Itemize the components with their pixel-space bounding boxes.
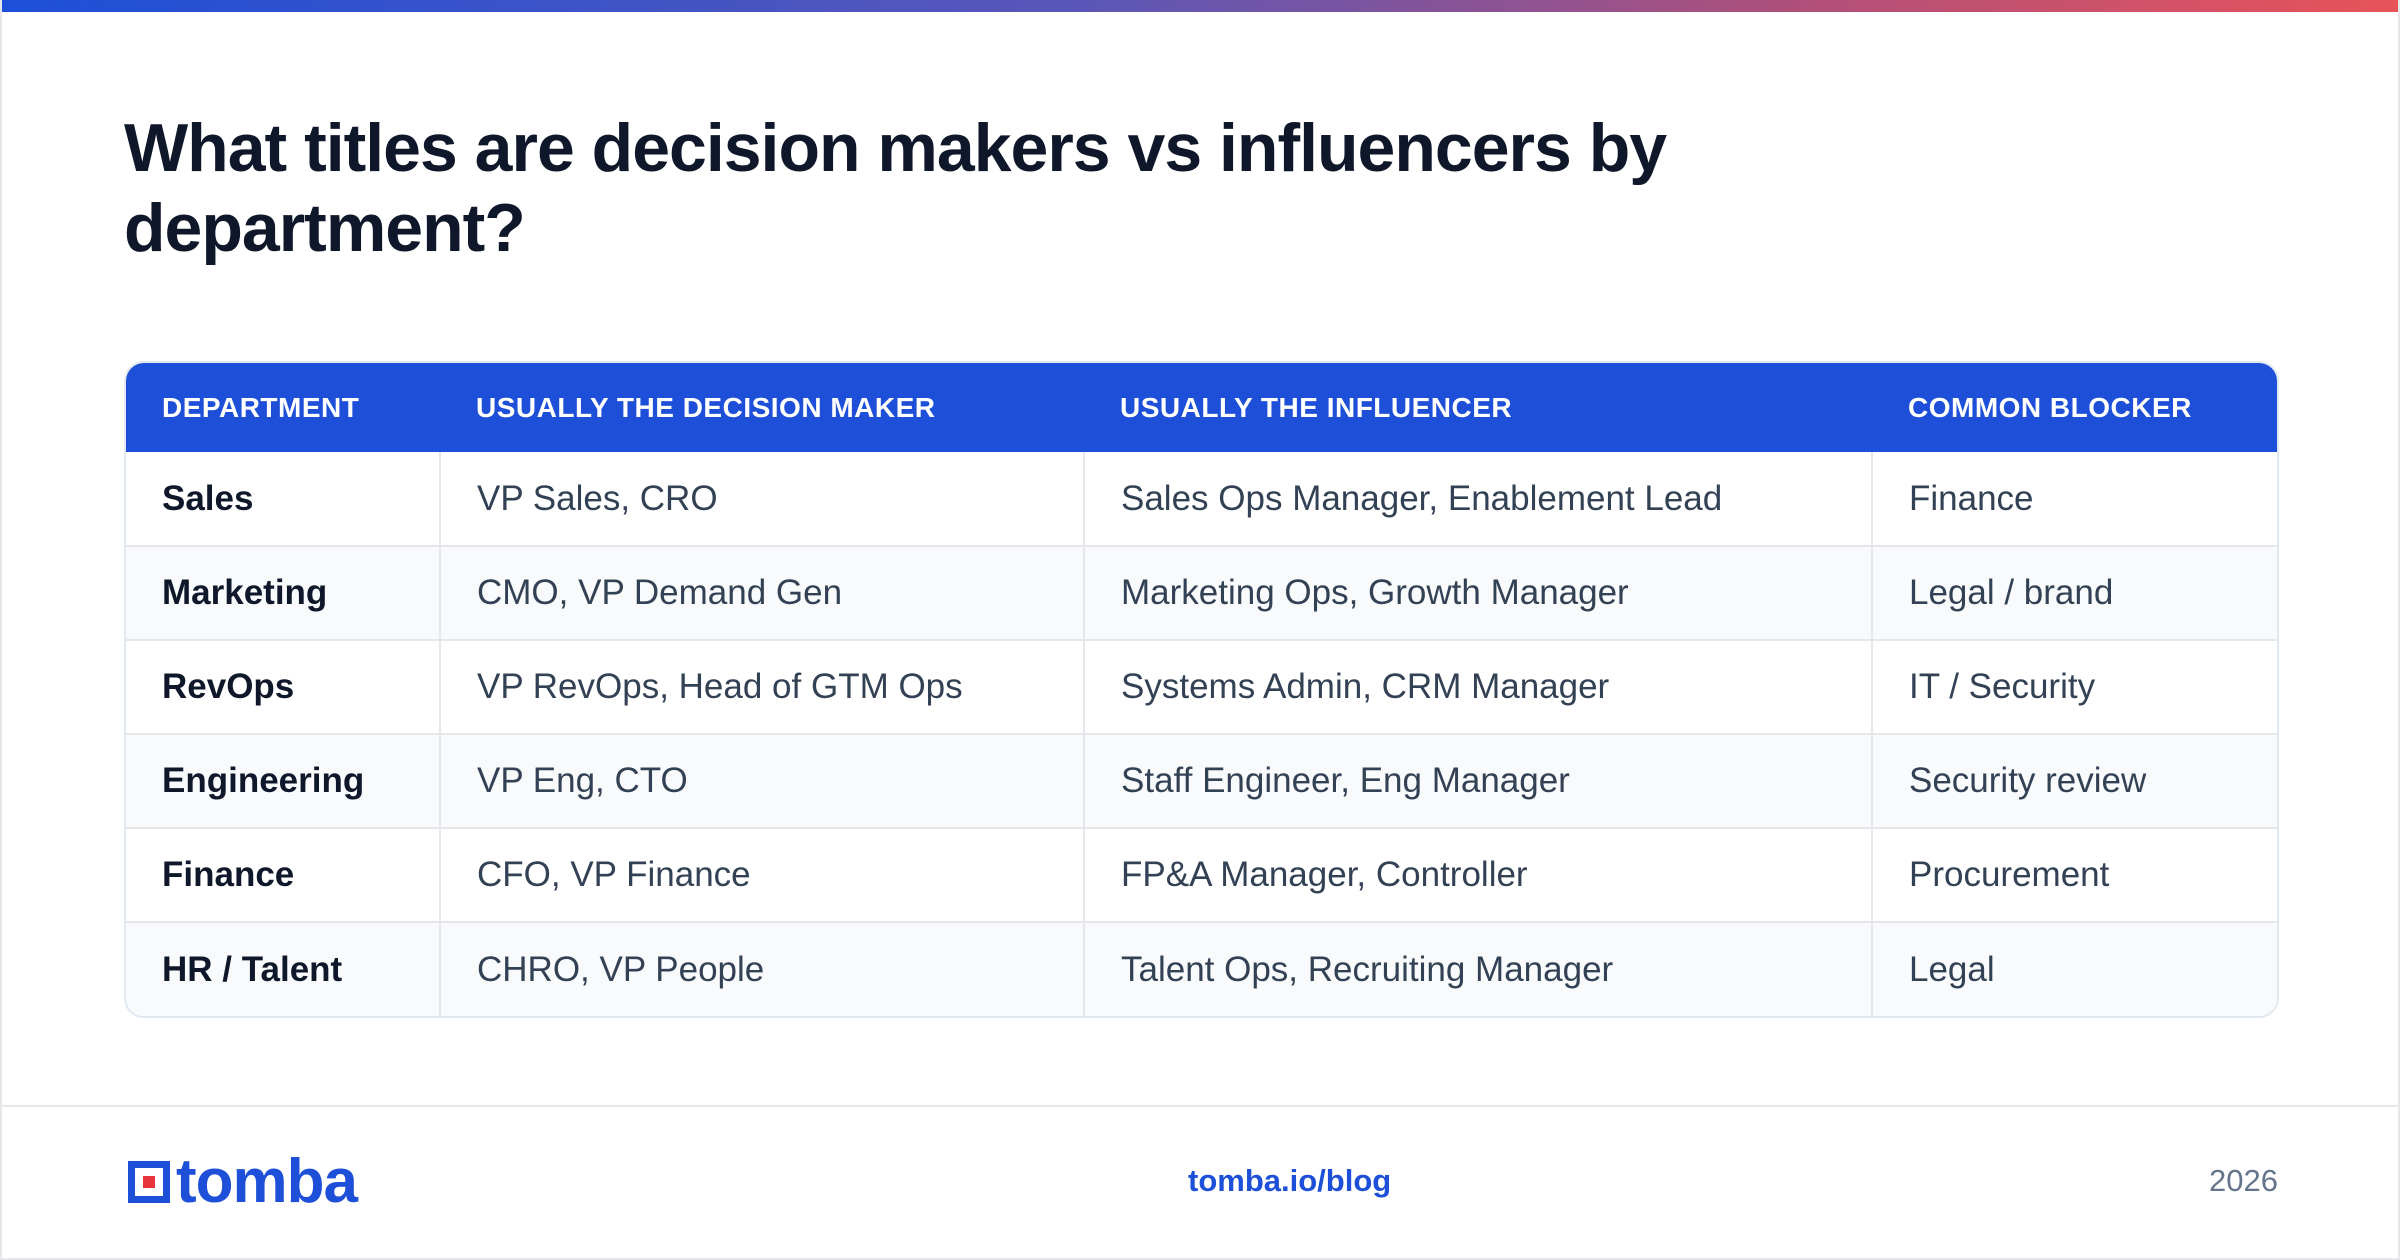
table-row: RevOps VP RevOps, Head of GTM Ops System… bbox=[126, 640, 2277, 734]
blog-link[interactable]: tomba.io/blog bbox=[1188, 1163, 1392, 1198]
table-row: Engineering VP Eng, CTO Staff Engineer, … bbox=[126, 734, 2277, 828]
cell-department: HR / Talent bbox=[162, 949, 343, 989]
cell-department: RevOps bbox=[162, 667, 295, 706]
cell-common-blocker: IT / Security bbox=[1871, 640, 2277, 734]
cell-decision-maker: CFO, VP Finance bbox=[439, 828, 1084, 922]
footer-divider bbox=[2, 1105, 2398, 1107]
table-row: Finance CFO, VP Finance FP&A Manager, Co… bbox=[126, 828, 2277, 922]
cell-common-blocker: Legal / brand bbox=[1871, 546, 2277, 640]
cell-decision-maker: VP Sales, CRO bbox=[439, 452, 1084, 546]
footer-year: 2026 bbox=[2209, 1163, 2278, 1198]
table-row: Sales VP Sales, CRO Sales Ops Manager, E… bbox=[126, 452, 2277, 546]
logo-wordmark: tomba bbox=[176, 1147, 358, 1216]
cell-common-blocker: Procurement bbox=[1871, 828, 2277, 922]
cell-department: Marketing bbox=[162, 573, 328, 612]
cell-department: Finance bbox=[162, 855, 295, 894]
cell-influencer: Marketing Ops, Growth Manager bbox=[1083, 546, 1872, 640]
cell-department: Sales bbox=[162, 478, 254, 518]
cell-influencer: FP&A Manager, Controller bbox=[1083, 828, 1872, 922]
table-row: HR / Talent CHRO, VP People Talent Ops, … bbox=[126, 922, 2277, 1016]
cell-influencer: Sales Ops Manager, Enablement Lead bbox=[1083, 452, 1872, 546]
roles-table: DEPARTMENT USUALLY THE DECISION MAKER US… bbox=[126, 363, 2277, 1016]
cell-common-blocker: Legal bbox=[1871, 922, 2277, 1016]
table-row: Marketing CMO, VP Demand Gen Marketing O… bbox=[126, 546, 2277, 640]
table-header: DEPARTMENT USUALLY THE DECISION MAKER US… bbox=[126, 363, 2277, 452]
cell-influencer: Staff Engineer, Eng Manager bbox=[1083, 734, 1872, 828]
tomba-logo-mark-icon bbox=[128, 1161, 170, 1203]
cell-common-blocker: Finance bbox=[1871, 452, 2277, 546]
tomba-logo[interactable]: tomba bbox=[124, 1147, 358, 1216]
cell-decision-maker: VP RevOps, Head of GTM Ops bbox=[439, 640, 1084, 734]
page-title: What titles are decision makers vs influ… bbox=[124, 110, 1667, 266]
table-body: Sales VP Sales, CRO Sales Ops Manager, E… bbox=[126, 452, 2277, 1016]
cell-department: Engineering bbox=[162, 761, 365, 800]
cell-decision-maker: CMO, VP Demand Gen bbox=[439, 546, 1084, 640]
cell-decision-maker: CHRO, VP People bbox=[439, 922, 1084, 1016]
cell-common-blocker: Security review bbox=[1871, 734, 2277, 828]
gradient-top-bar bbox=[2, 0, 2398, 12]
header-row: DEPARTMENT USUALLY THE DECISION MAKER US… bbox=[126, 363, 2277, 452]
header-common-blocker: COMMON BLOCKER bbox=[1908, 391, 2192, 423]
cell-influencer: Talent Ops, Recruiting Manager bbox=[1083, 922, 1872, 1016]
header-decision-maker: USUALLY THE DECISION MAKER bbox=[476, 391, 936, 423]
header-department: DEPARTMENT bbox=[162, 391, 360, 423]
roles-table-card: DEPARTMENT USUALLY THE DECISION MAKER US… bbox=[124, 361, 2279, 1018]
cell-decision-maker: VP Eng, CTO bbox=[439, 734, 1084, 828]
cell-influencer: Systems Admin, CRM Manager bbox=[1083, 640, 1872, 734]
header-influencer: USUALLY THE INFLUENCER bbox=[1120, 391, 1513, 423]
